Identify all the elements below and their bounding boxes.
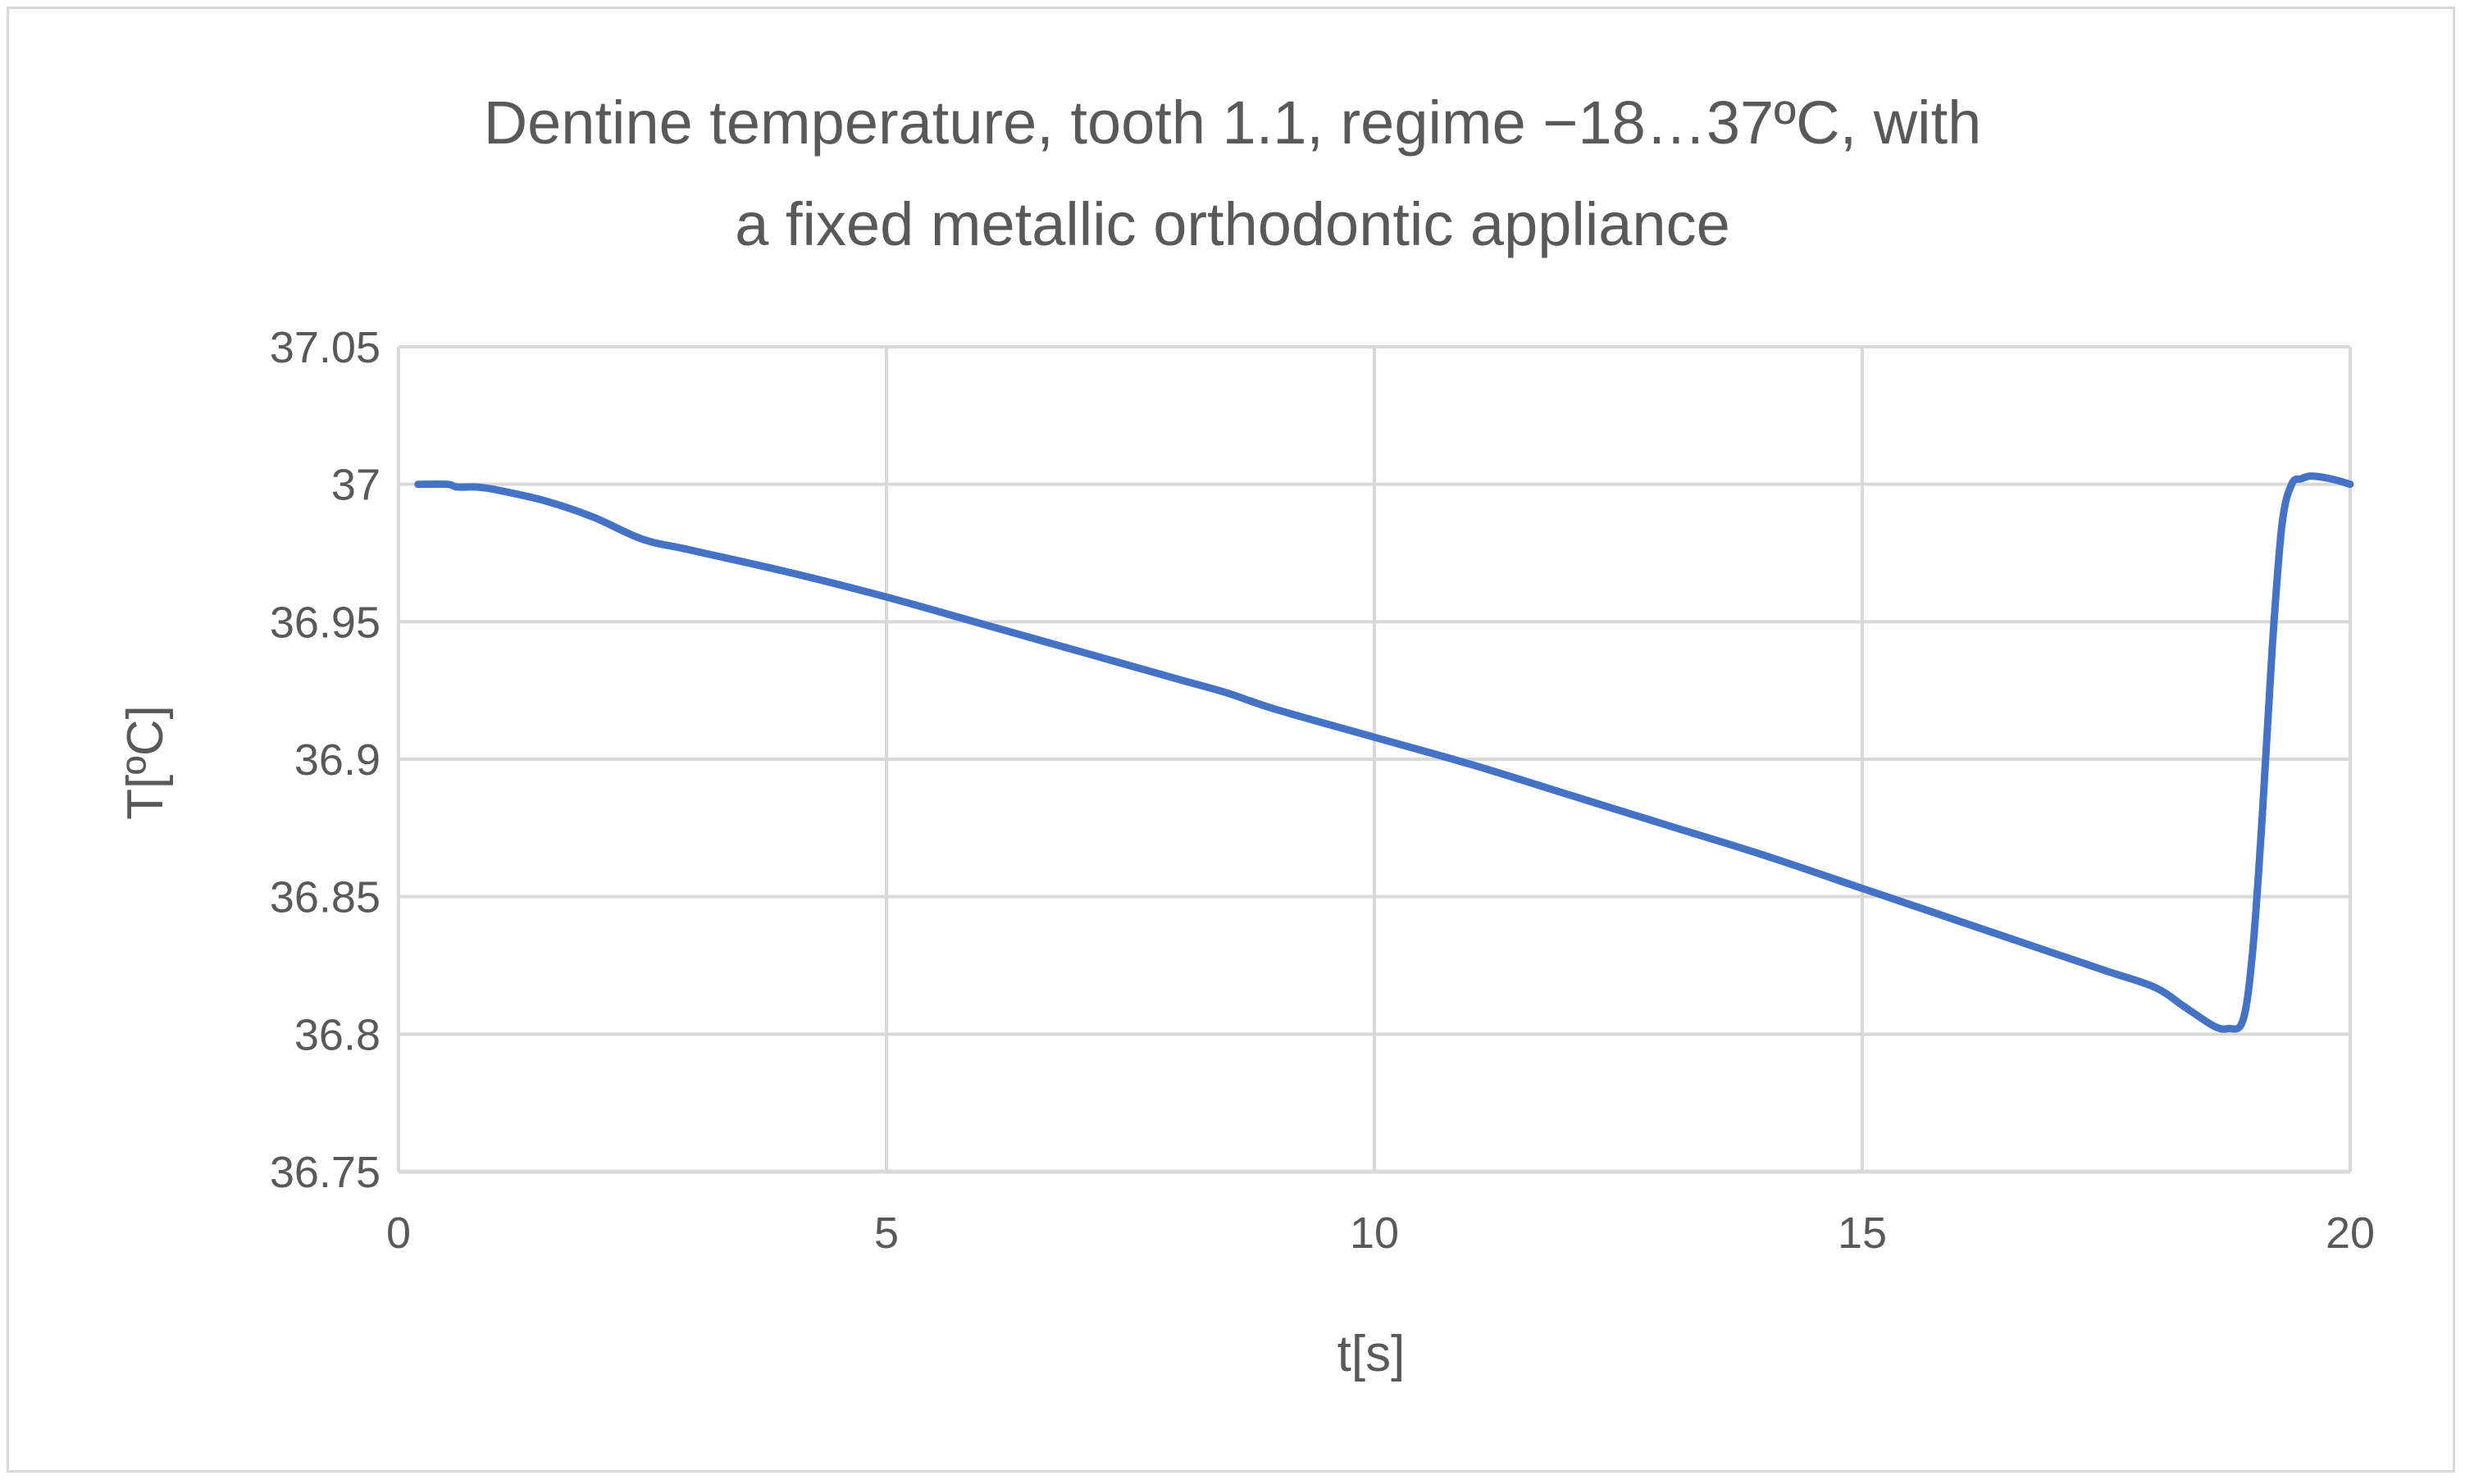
y-tick-label: 37 bbox=[331, 461, 380, 510]
x-axis-title: t[s] bbox=[1337, 1326, 1406, 1382]
x-tick-label: 10 bbox=[1350, 1209, 1399, 1258]
y-tick-label: 37.05 bbox=[270, 323, 380, 372]
y-axis-title: T[ºC] bbox=[117, 705, 174, 820]
x-tick-label: 20 bbox=[2326, 1209, 2375, 1258]
chart-frame bbox=[7, 7, 2455, 1473]
chart-title: Dentine temperature, tooth 1.1, regime −… bbox=[0, 72, 2465, 275]
x-tick-label: 5 bbox=[874, 1209, 899, 1258]
y-tick-label: 36.95 bbox=[270, 598, 380, 647]
y-tick-label: 36.9 bbox=[294, 735, 380, 785]
series-layer bbox=[414, 472, 2354, 1033]
gridlines bbox=[397, 345, 2352, 1172]
x-tick-label: 0 bbox=[386, 1209, 411, 1258]
x-tick-labels: 0 5 10 15 20 bbox=[386, 1209, 2375, 1258]
chart-title-line-1: Dentine temperature, tooth 1.1, regime −… bbox=[483, 89, 1982, 157]
chart-title-line-2: a fixed metallic orthodontic appliance bbox=[735, 190, 1730, 258]
y-tick-labels: 36.75 36.8 36.85 36.9 36.95 37 37.05 bbox=[270, 323, 380, 1197]
y-tick-label: 36.8 bbox=[294, 1010, 380, 1059]
series-line bbox=[414, 472, 2354, 1033]
x-tick-label: 15 bbox=[1838, 1209, 1887, 1258]
y-tick-label: 36.85 bbox=[270, 873, 380, 922]
y-tick-label: 36.75 bbox=[270, 1148, 380, 1197]
